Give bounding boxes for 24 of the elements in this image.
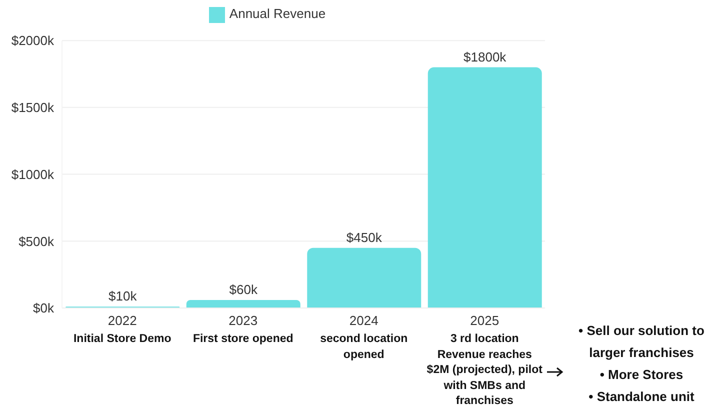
text: • More Stores — [598, 366, 684, 384]
y-tick-label: $1500k — [11, 100, 54, 116]
bar — [186, 300, 300, 308]
x-tick-label: 2024 — [349, 313, 378, 328]
bar — [307, 248, 422, 308]
y-tick-label: $2000k — [11, 33, 54, 48]
y-tick-label: $0k — [33, 300, 54, 316]
y-tick-label: $500k — [18, 234, 54, 249]
legend-label: Annual Revenue — [229, 6, 326, 21]
text: • Standalone unit — [588, 388, 696, 406]
text: 3 rd location Revenue reaches $2M (projected), pilot with SMBs and franchises — [426, 332, 543, 409]
x-tick-label: 2023 — [228, 313, 258, 328]
text: First store opened — [192, 332, 294, 347]
data-label: $10k — [108, 288, 138, 304]
x-tick-label: 2025 — [470, 313, 500, 328]
text: second location opened — [319, 332, 409, 362]
data-label: $450k — [346, 230, 382, 245]
data-label: $1800k — [464, 49, 507, 64]
bar — [428, 67, 542, 308]
text: Initial Store Demo — [72, 332, 172, 347]
text: • Sell our solution to larger franchises — [578, 322, 706, 362]
x-tick-label: 2022 — [108, 313, 137, 328]
data-label: $60k — [229, 282, 258, 297]
y-tick-label: $1000k — [11, 166, 54, 182]
